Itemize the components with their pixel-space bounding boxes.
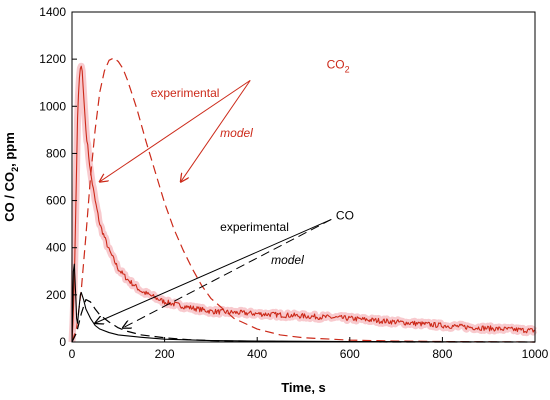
plot-area: [68, 57, 538, 343]
annotation-arrow-4: [123, 218, 332, 327]
x-tick-label-600: 600: [340, 347, 360, 361]
y-tick-label-1400: 1400: [39, 5, 66, 19]
y-axis-title-main: CO / CO: [2, 172, 17, 222]
annotation-co2-exp: experimental: [151, 86, 220, 100]
co2-model-line: [71, 57, 536, 343]
annotation-co2: CO2: [327, 58, 350, 75]
annotation-arrow-3: [95, 218, 332, 323]
x-tick-label-800: 800: [432, 347, 452, 361]
y-tick-label-1000: 1000: [39, 99, 66, 113]
y-tick-label-1200: 1200: [39, 52, 66, 66]
x-tick-label-0: 0: [69, 347, 76, 361]
y-tick-label-600: 600: [46, 194, 66, 208]
annotation-arrow-2: [181, 80, 251, 181]
annotation-co: CO: [336, 208, 354, 222]
annotation-co-model: model: [271, 253, 304, 267]
y-tick-label-200: 200: [46, 288, 66, 302]
y-axis-title-sub: 2: [10, 167, 20, 172]
y-axis-title-tail: , ppm: [2, 132, 17, 167]
x-tick-label-200: 200: [155, 347, 175, 361]
annotation-arrow-1: [100, 79, 251, 181]
axes: 0 200 400 600 800 1000 0 200 400 600 800 1000 1200 14…: [2, 5, 549, 395]
x-axis-title: Time, s: [281, 380, 326, 395]
x-tick-label-400: 400: [247, 347, 267, 361]
co2-experimental-line: [71, 65, 536, 343]
y-axis-title: CO / CO2, ppm: [2, 132, 20, 222]
x-tick-label-1000: 1000: [522, 347, 549, 361]
co2-experimental-halo: [68, 62, 538, 343]
y-tick-label-0: 0: [59, 335, 66, 349]
plot-frame: [71, 11, 536, 343]
y-tick-label-800: 800: [46, 146, 66, 160]
annotation-co2-sub: 2: [345, 65, 350, 75]
y-tick-label-400: 400: [46, 241, 66, 255]
annotation-co2-model: model: [220, 126, 253, 140]
annotation-co2-main: CO: [327, 58, 345, 72]
annotation-co-exp: experimental: [220, 220, 289, 234]
co-model-line: [71, 298, 535, 343]
